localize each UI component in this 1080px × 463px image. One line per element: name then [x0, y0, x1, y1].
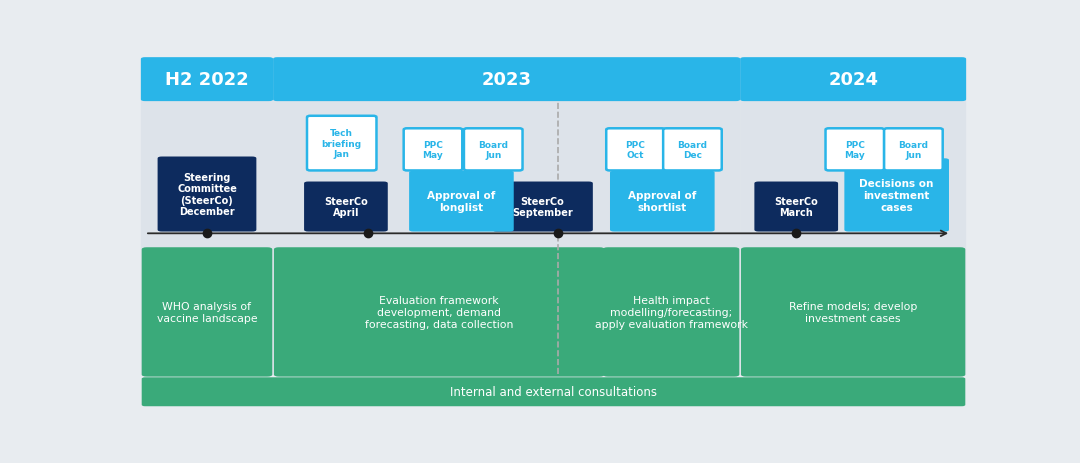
FancyBboxPatch shape [845, 159, 949, 232]
FancyBboxPatch shape [603, 248, 740, 377]
Text: Steering
Committee
(SteerCo)
December: Steering Committee (SteerCo) December [177, 172, 237, 217]
FancyBboxPatch shape [409, 171, 514, 232]
FancyBboxPatch shape [606, 129, 665, 171]
FancyBboxPatch shape [404, 129, 462, 171]
Text: PPC
Oct: PPC Oct [625, 140, 646, 160]
Text: Board
Jun: Board Jun [478, 140, 509, 160]
Text: Internal and external consultations: Internal and external consultations [450, 385, 657, 399]
Text: Approval of
shortlist: Approval of shortlist [629, 191, 697, 213]
FancyBboxPatch shape [140, 58, 273, 102]
FancyBboxPatch shape [610, 171, 715, 232]
Text: Board
Dec: Board Dec [677, 140, 707, 160]
FancyBboxPatch shape [825, 129, 885, 171]
FancyBboxPatch shape [274, 248, 605, 377]
Text: Health impact
modelling/forecasting;
apply evaluation framework: Health impact modelling/forecasting; app… [595, 296, 747, 329]
Text: 2024: 2024 [828, 71, 878, 89]
Text: H2 2022: H2 2022 [165, 71, 248, 89]
Text: PPC
May: PPC May [845, 140, 865, 160]
FancyBboxPatch shape [663, 129, 721, 171]
FancyBboxPatch shape [140, 58, 273, 376]
Text: SteerCo
April: SteerCo April [324, 196, 368, 218]
FancyBboxPatch shape [273, 58, 740, 102]
Text: SteerCo
September: SteerCo September [512, 196, 573, 218]
Text: Approval of
longlist: Approval of longlist [428, 191, 496, 213]
Text: Evaluation framework
development, demand
forecasting, data collection: Evaluation framework development, demand… [365, 296, 513, 329]
Text: WHO analysis of
vaccine landscape: WHO analysis of vaccine landscape [157, 301, 257, 323]
Text: PPC
May: PPC May [422, 140, 444, 160]
FancyBboxPatch shape [885, 129, 943, 171]
Text: Board
Jun: Board Jun [899, 140, 929, 160]
FancyBboxPatch shape [492, 182, 593, 232]
FancyBboxPatch shape [158, 157, 256, 232]
FancyBboxPatch shape [141, 248, 272, 377]
FancyBboxPatch shape [273, 58, 740, 376]
Text: SteerCo
March: SteerCo March [774, 196, 819, 218]
FancyBboxPatch shape [754, 182, 838, 232]
FancyBboxPatch shape [141, 377, 966, 407]
FancyBboxPatch shape [740, 58, 967, 102]
Text: Refine models; develop
investment cases: Refine models; develop investment cases [789, 301, 917, 323]
FancyBboxPatch shape [464, 129, 523, 171]
Text: 2023: 2023 [482, 71, 531, 89]
FancyBboxPatch shape [740, 58, 967, 376]
FancyBboxPatch shape [307, 117, 377, 171]
Text: Tech
briefing
Jan: Tech briefing Jan [322, 129, 362, 159]
Text: Decisions on
investment
cases: Decisions on investment cases [860, 179, 934, 212]
FancyBboxPatch shape [305, 182, 388, 232]
FancyBboxPatch shape [741, 248, 966, 377]
